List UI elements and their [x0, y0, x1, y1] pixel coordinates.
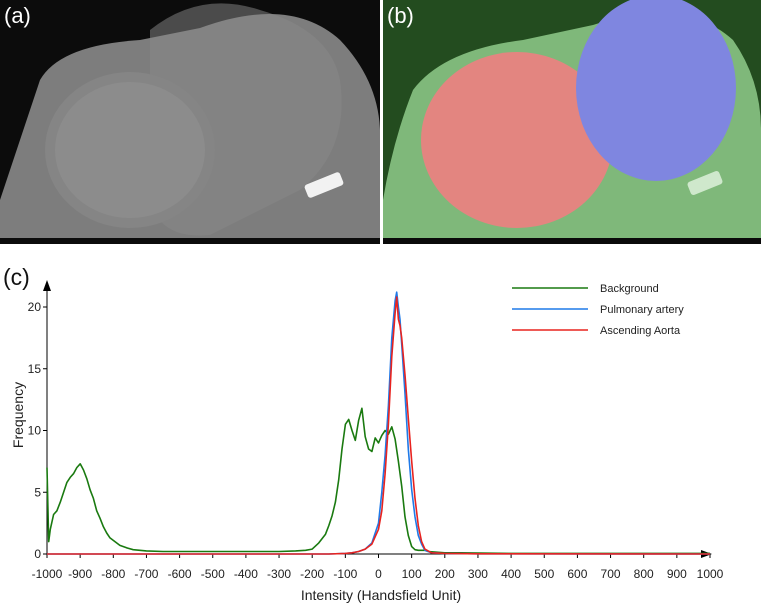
panel-label-c: (c)	[3, 264, 30, 290]
x-tick-label: -1000	[32, 567, 63, 581]
legend-entry-label: Pulmonary artery	[600, 304, 684, 316]
x-tick-label: 800	[634, 567, 654, 581]
chart-legend: Background Pulmonary artery Ascending Aort…	[512, 283, 684, 337]
x-tick-label: -900	[68, 567, 92, 581]
ct-slice-image: (a)	[0, 0, 380, 244]
series-line-background	[46, 407, 710, 555]
series-line-ascending-aorta	[47, 296, 711, 555]
segmentation-drawing	[383, 0, 761, 244]
x-tick-label: -500	[201, 567, 225, 581]
x-tick-label: 200	[435, 567, 455, 581]
x-tick-label: -600	[168, 567, 192, 581]
segmentation-overlay-image: (b)	[383, 0, 761, 244]
x-axis-label: Intensity (Handsfield Unit)	[301, 587, 461, 603]
x-tick-label: -100	[333, 567, 357, 581]
x-tick-label: -700	[134, 567, 158, 581]
panel-label-b: (b)	[387, 3, 414, 28]
y-tick-label: 10	[28, 424, 42, 438]
x-tick-label: 100	[402, 567, 422, 581]
y-tick-label: 20	[28, 300, 42, 314]
x-tick-label: -300	[267, 567, 291, 581]
y-axis-label: Frequency	[10, 382, 26, 448]
legend-entry-label: Ascending Aorta	[600, 325, 681, 337]
x-tick-label: -200	[300, 567, 324, 581]
x-tick-label: 400	[501, 567, 521, 581]
x-tick-label: 900	[667, 567, 687, 581]
x-tick-label: 1000	[697, 567, 724, 581]
intensity-histogram-chart: -1000 -900 -800 -700 -600 -500 -400 -300 -200 -10…	[10, 280, 724, 603]
y-tick-label: 0	[34, 547, 41, 561]
x-tick-label: -800	[101, 567, 125, 581]
y-axis-arrowhead	[43, 280, 51, 291]
legend-entry-label: Background	[600, 283, 659, 295]
x-tick-label: 600	[567, 567, 587, 581]
x-tick-label: 700	[601, 567, 621, 581]
chart-series-layer	[46, 291, 711, 555]
x-tick-label: 0	[375, 567, 382, 581]
panel-label-a: (a)	[4, 3, 31, 28]
y-tick-label: 5	[34, 485, 41, 499]
ct-slice-drawing	[0, 0, 380, 244]
x-tick-label: 300	[468, 567, 488, 581]
x-tick-label: -400	[234, 567, 258, 581]
x-tick-label: 500	[534, 567, 554, 581]
y-tick-label: 15	[28, 362, 42, 376]
